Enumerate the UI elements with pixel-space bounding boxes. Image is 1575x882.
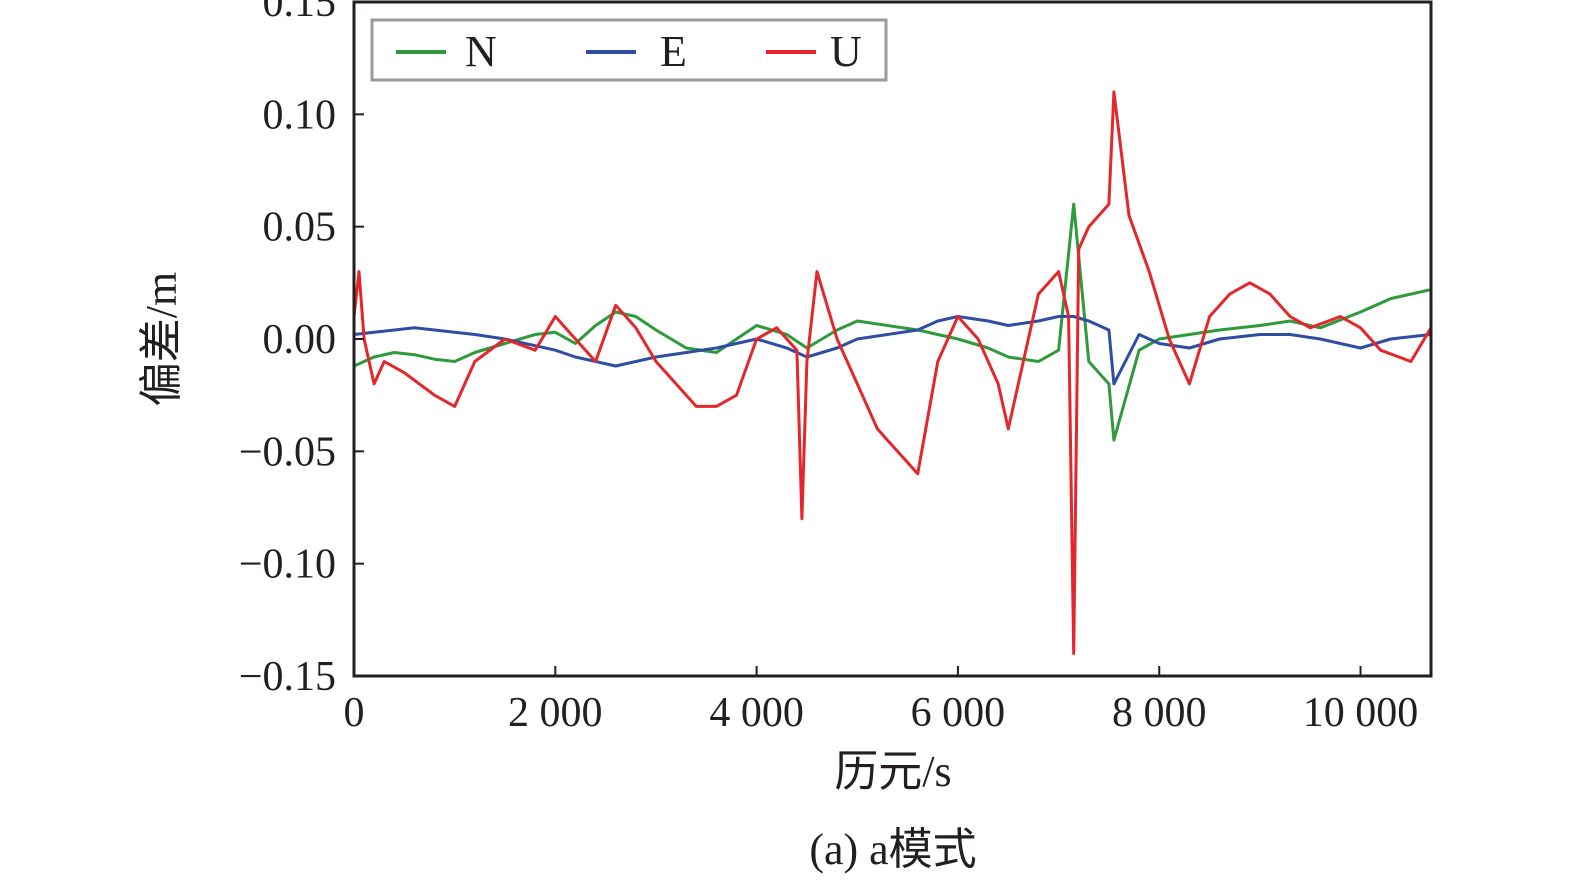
y-tick-label: −0.10 bbox=[239, 542, 336, 588]
y-tick-label: −0.05 bbox=[239, 429, 336, 475]
x-tick-label: 0 bbox=[344, 690, 365, 736]
series-line-n bbox=[354, 202, 1431, 442]
y-tick-label: 0.05 bbox=[263, 205, 337, 251]
legend-label-u: U bbox=[830, 27, 862, 76]
legend-label-n: N bbox=[465, 27, 497, 76]
legend: N E U bbox=[370, 18, 888, 82]
x-tick-label: 10 000 bbox=[1303, 690, 1419, 736]
series-layer bbox=[354, 90, 1431, 655]
y-axis-title: 偏差/m bbox=[137, 272, 186, 406]
y-tick-label: 0.00 bbox=[263, 317, 337, 363]
y-axis: 0.15 0.10 0.05 0.00 −0.05 −0.10 −0.15 bbox=[239, 0, 364, 700]
x-tick-label: 8 000 bbox=[1112, 690, 1207, 736]
x-axis: 0 2 000 4 000 6 000 8 000 10 000 bbox=[344, 666, 1419, 736]
series-line-u bbox=[354, 90, 1431, 655]
y-tick-label: 0.15 bbox=[263, 0, 337, 26]
figure-caption: (a) a模式 bbox=[809, 825, 976, 874]
x-axis-title: 历元/s bbox=[834, 747, 951, 796]
y-tick-label: 0.10 bbox=[263, 92, 337, 138]
x-tick-label: 6 000 bbox=[911, 690, 1006, 736]
legend-label-e: E bbox=[660, 27, 687, 76]
x-tick-label: 4 000 bbox=[709, 690, 804, 736]
y-tick-label: −0.15 bbox=[239, 654, 336, 700]
x-tick-label: 2 000 bbox=[508, 690, 603, 736]
